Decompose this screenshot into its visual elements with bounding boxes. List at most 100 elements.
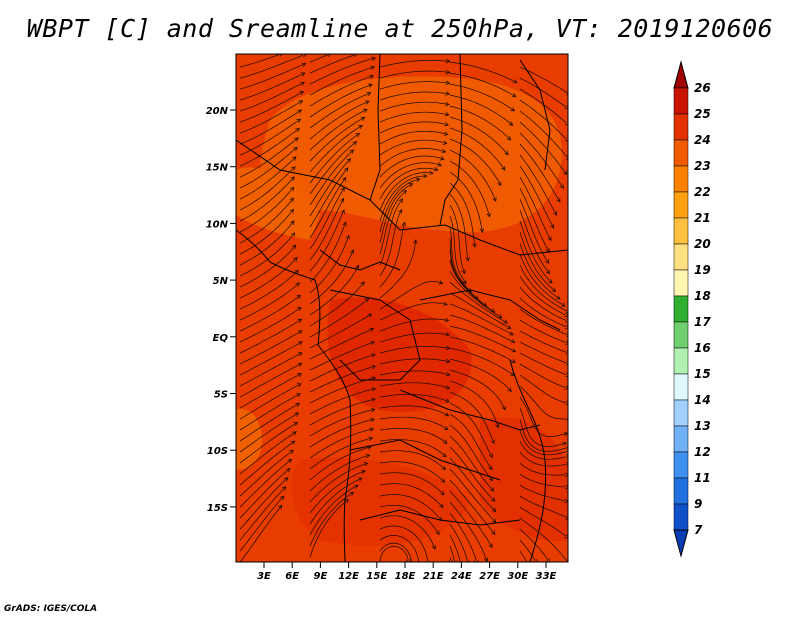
streamline-arrow <box>369 327 375 332</box>
streamline-arrow <box>489 487 495 492</box>
streamline-arrow <box>346 158 352 163</box>
streamline <box>239 72 306 101</box>
streamline-arrow <box>503 319 508 324</box>
streamline-arrow <box>327 54 331 57</box>
streamline <box>239 505 283 562</box>
streamline <box>239 128 300 167</box>
streamline <box>309 198 345 261</box>
colorbar-segment <box>673 477 689 505</box>
streamline <box>519 396 568 437</box>
streamline-arrow <box>445 398 450 403</box>
streamline-arrow <box>497 314 503 319</box>
streamline-arrow <box>295 403 301 407</box>
colorbar-segment <box>673 269 689 297</box>
streamline-arrow <box>564 498 568 504</box>
streamline-arrow <box>289 186 295 192</box>
streamline <box>519 99 567 140</box>
streamline-arrow <box>440 478 446 483</box>
streamline-arrow <box>444 112 450 117</box>
streamline <box>519 374 567 404</box>
streamline-arrow <box>297 330 303 335</box>
streamline <box>519 473 566 488</box>
colorbar-label: 11 <box>694 471 711 485</box>
colorbar-segment <box>673 321 689 349</box>
streamline <box>239 91 304 123</box>
streamline-arrow <box>360 281 365 286</box>
streamline <box>309 377 376 404</box>
streamline <box>309 298 369 338</box>
streamline <box>519 275 566 316</box>
streamline <box>309 177 347 239</box>
streamline-arrow <box>445 58 451 64</box>
streamline <box>239 282 300 321</box>
streamline <box>239 54 304 79</box>
streamline <box>449 347 515 376</box>
streamline <box>309 57 376 85</box>
streamline <box>239 137 299 178</box>
streamline <box>379 111 449 123</box>
streamline <box>239 412 299 453</box>
border-central <box>329 289 421 381</box>
streamline <box>379 450 446 470</box>
streamline <box>519 231 556 292</box>
streamline <box>239 81 305 112</box>
streamline <box>379 155 444 178</box>
streamline-arrow <box>564 484 568 490</box>
streamline-arrow <box>367 313 373 318</box>
streamline <box>309 492 354 547</box>
streamline <box>239 63 306 90</box>
streamline <box>449 61 518 84</box>
streamline-arrow <box>423 173 428 179</box>
streamline-arrow <box>506 325 512 329</box>
streamline-arrow <box>564 385 568 390</box>
streamline-arrow <box>362 108 368 113</box>
lat-tick-label: 10S <box>207 446 228 457</box>
streamline <box>519 517 568 562</box>
streamline <box>239 257 298 299</box>
streamline <box>379 525 428 561</box>
streamline-arrow <box>490 497 496 502</box>
streamline <box>449 215 467 284</box>
streamline <box>449 557 452 561</box>
colorbar-segment <box>673 139 689 167</box>
streamline <box>239 330 303 365</box>
colorbar-label: 16 <box>694 341 711 355</box>
streamline <box>519 209 550 274</box>
colorbar-segment <box>673 451 689 479</box>
streamline <box>519 352 567 376</box>
streamline <box>519 110 568 159</box>
streamline-arrow <box>491 507 497 513</box>
streamline <box>239 156 297 200</box>
streamline-arrow <box>398 198 404 204</box>
streamline <box>309 66 375 96</box>
streamline <box>379 190 407 255</box>
streamline <box>379 101 450 112</box>
streamline-arrow <box>297 306 302 312</box>
wbpt-hot-region-south <box>291 457 470 546</box>
streamline <box>449 391 495 444</box>
streamline <box>239 187 295 233</box>
streamline-arrow <box>345 234 350 240</box>
streamline-arrow <box>283 477 289 482</box>
streamline-arrow <box>295 128 300 133</box>
streamline <box>239 147 298 189</box>
streamline-arrow <box>490 308 496 313</box>
streamline <box>449 446 496 502</box>
streamline-arrow <box>371 353 376 358</box>
streamline <box>379 535 419 562</box>
streamline <box>519 264 568 312</box>
latitude-axis: 20N 15N 10N 5N EQ 5S 10S 15S <box>206 106 236 514</box>
streamline-arrow <box>363 462 369 467</box>
streamline-arrow <box>281 486 287 491</box>
colorbar-label: 19 <box>694 263 711 277</box>
streamline <box>519 484 566 502</box>
streamline <box>519 440 567 460</box>
streamline-arrow <box>371 56 376 61</box>
coastline-west <box>236 229 352 562</box>
colorbar-label: 25 <box>694 107 711 121</box>
streamline-arrow <box>444 121 449 127</box>
streamline-arrow <box>490 439 495 445</box>
streamline <box>239 362 302 398</box>
colorbar-label: 23 <box>694 159 711 173</box>
colorbar-segment <box>673 503 689 531</box>
